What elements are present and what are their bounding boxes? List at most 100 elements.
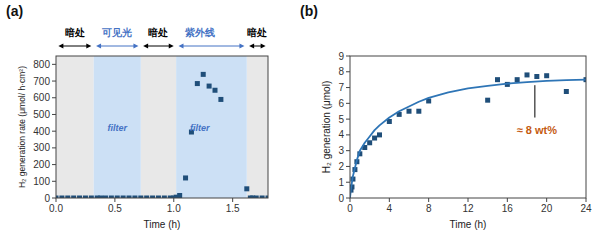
point [213, 88, 218, 93]
y-tick [346, 198, 350, 199]
arrow-head [239, 44, 244, 49]
region-label: 暗处 [148, 27, 168, 38]
x-axis-label: Time (h) [144, 219, 181, 230]
panel-title: (a) [6, 3, 23, 19]
y-tick-label: 9 [338, 51, 344, 62]
y-tick [346, 87, 350, 88]
annotation: filter [190, 123, 210, 133]
x-tick [546, 198, 547, 202]
y-tick-label: 400 [33, 126, 50, 137]
y-tick-label: 1 [338, 177, 344, 188]
arrow-shaft [181, 46, 241, 47]
x-tick-label: 12 [462, 203, 474, 214]
y-tick [52, 131, 56, 132]
region [141, 56, 176, 198]
y-tick-label: 700 [33, 76, 50, 87]
point [207, 84, 212, 89]
annotation: filter [107, 123, 127, 133]
point [407, 109, 412, 114]
annotation: ≈ 8 wt% [517, 124, 557, 136]
point [195, 81, 200, 86]
y-tick-label: 100 [33, 176, 50, 187]
x-tick [56, 198, 57, 202]
panel: 048121620240123456789Time (h)H₂ generati… [300, 3, 592, 230]
x-tick-label: 0 [347, 203, 353, 214]
y-tick-label: 600 [33, 92, 50, 103]
x-tick-label: 8 [426, 203, 432, 214]
panel-title: (b) [300, 3, 318, 19]
y-tick [52, 64, 56, 65]
y-tick-label: 5 [338, 114, 344, 125]
point [564, 89, 569, 94]
x-tick [350, 198, 351, 202]
y-tick [346, 166, 350, 167]
fit-line [350, 80, 586, 198]
y-tick-label: 6 [338, 98, 344, 109]
x-tick-label: 16 [502, 203, 514, 214]
y-tick [52, 198, 56, 199]
y-tick-label: 0 [44, 193, 50, 204]
point [495, 77, 500, 82]
y-tick-label: 3 [338, 145, 344, 156]
arrow-head [178, 44, 183, 49]
x-tick-label: 0.0 [49, 203, 63, 214]
y-tick [346, 119, 350, 120]
y-tick-label: 4 [338, 129, 344, 140]
x-tick [114, 198, 115, 202]
arrow-head [143, 44, 148, 49]
x-tick [586, 198, 587, 202]
y-tick [52, 181, 56, 182]
y-tick-label: 500 [33, 109, 50, 120]
y-tick [52, 81, 56, 82]
x-tick-label: 4 [387, 203, 393, 214]
region [247, 56, 268, 198]
x-tick [468, 198, 469, 202]
point [372, 136, 377, 141]
point [201, 72, 206, 77]
x-axis-label: Time (h) [450, 219, 487, 230]
point [534, 74, 539, 79]
point [183, 175, 188, 180]
y-tick [52, 164, 56, 165]
arrow-head [96, 44, 101, 49]
x-tick [389, 198, 390, 202]
point [218, 97, 223, 102]
point [525, 72, 530, 77]
y-tick-label: 2 [338, 161, 344, 172]
y-tick [52, 97, 56, 98]
y-tick-label: 300 [33, 142, 50, 153]
range-arrow [249, 44, 265, 49]
region-label: 紫外线 [184, 27, 215, 38]
x-tick [232, 198, 233, 202]
chart: 0.00.51.01.50100200300400500600700800Tim… [0, 0, 600, 237]
point [244, 186, 249, 191]
connector-line [534, 85, 535, 117]
y-tick [346, 150, 350, 151]
region [94, 56, 141, 198]
arrow-head [169, 44, 174, 49]
y-tick [346, 103, 350, 104]
range-arrow [58, 44, 91, 49]
point [544, 73, 549, 78]
panel: 0.00.51.01.50100200300400500600700800Tim… [6, 3, 271, 230]
y-axis-label: H₂ generation rate (μmol/ h·cm²) [17, 66, 27, 188]
arrow-shaft [146, 46, 171, 47]
region [176, 56, 247, 198]
y-axis-label: H₂ generation (μmol) [321, 81, 332, 173]
y-tick [52, 147, 56, 148]
range-arrow [143, 44, 174, 49]
x-tick-label: 20 [541, 203, 553, 214]
arrow-head [86, 44, 91, 49]
arrow-head [249, 44, 254, 49]
y-tick-label: 0 [338, 193, 344, 204]
region-label: 暗处 [247, 27, 267, 38]
arrow-head [261, 44, 266, 49]
arrow-head [133, 44, 138, 49]
plot-frame [350, 56, 586, 198]
plot-area [56, 56, 268, 198]
y-tick-label: 7 [338, 82, 344, 93]
point [485, 98, 490, 103]
point [367, 140, 372, 145]
x-tick-label: 24 [580, 203, 592, 214]
range-arrow [96, 44, 138, 49]
